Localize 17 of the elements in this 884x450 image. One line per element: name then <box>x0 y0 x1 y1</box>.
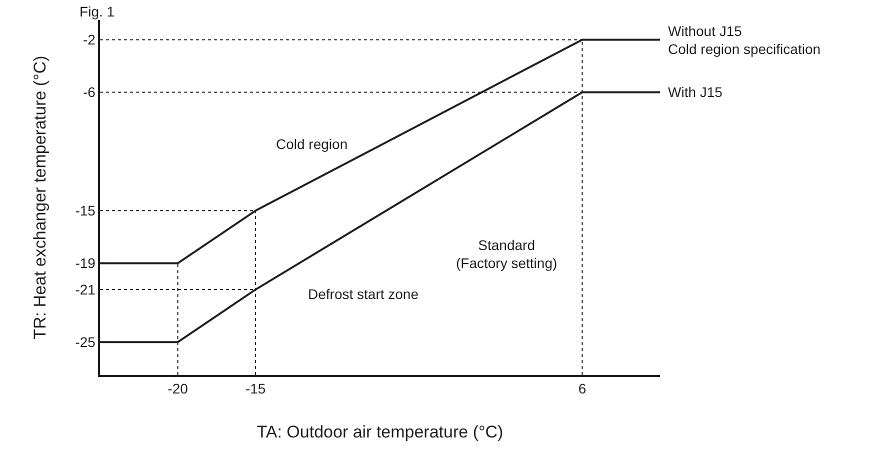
chart-title: Fig. 1 <box>80 4 115 20</box>
annotation: Standard (Factory setting) <box>456 237 558 272</box>
x-axis-title: TA: Outdoor air temperature (°C) <box>256 422 504 442</box>
series-label: With J15 <box>668 84 723 100</box>
x-tick-label: -20 <box>168 380 188 397</box>
y-tick-label: -25 <box>75 334 96 350</box>
y-tick-label: -2 <box>82 32 96 48</box>
annotation: Defrost start zone <box>308 286 419 302</box>
x-tick-label: -15 <box>245 380 266 397</box>
y-tick-label: -6 <box>82 84 96 100</box>
x-tick-label: 6 <box>578 380 586 397</box>
y-tick-label: -19 <box>75 255 96 272</box>
y-axis-title: TR: Heat exchanger temperature (°C) <box>30 56 50 340</box>
y-tick-label: -21 <box>75 281 96 298</box>
annotation: Cold region <box>276 136 348 152</box>
series-label: Without J15 Cold region specification <box>668 23 821 58</box>
y-tick-label: -15 <box>75 202 96 219</box>
